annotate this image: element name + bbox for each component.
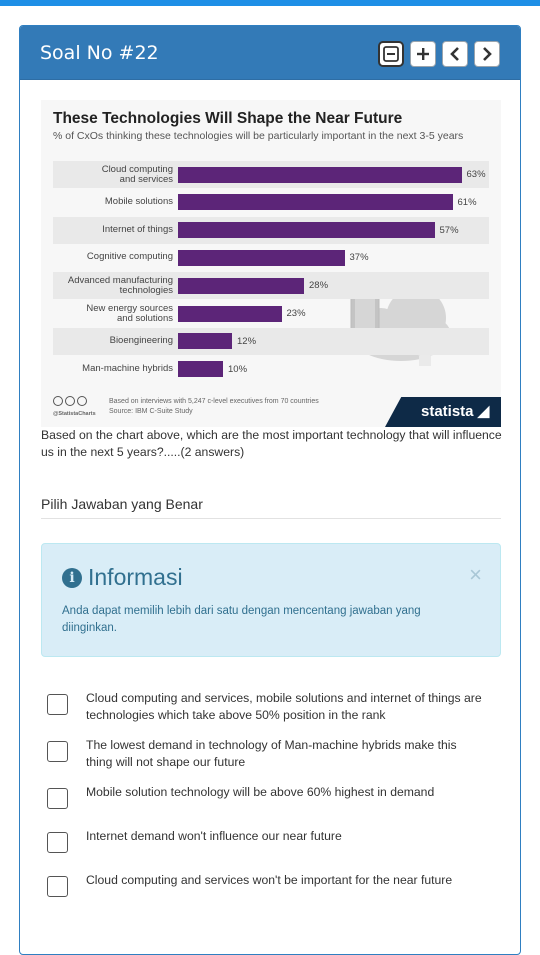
option-checkbox[interactable] <box>47 876 68 897</box>
chart-bar <box>178 249 345 266</box>
chart-subtitle: % of CxOs thinking these technologies wi… <box>53 130 464 142</box>
chart-value-label: 28% <box>309 280 329 292</box>
chart-footnote: Based on interviews with 5,247 c-level e… <box>109 397 319 417</box>
chart-category-label: Internet of things <box>102 223 173 235</box>
plus-icon <box>417 48 429 60</box>
alert-message: Anda dapat memilih lebih dari satu denga… <box>62 605 421 634</box>
chart-category-label: Man-machine hybrids <box>82 362 173 374</box>
top-accent-bar <box>0 0 540 6</box>
chart-bar <box>178 277 304 294</box>
question-panel: Soal No #22 These Technologies Will Shap… <box>19 25 521 955</box>
chart-bar <box>178 194 453 211</box>
statista-mark-icon: ◢ <box>477 403 490 420</box>
chart-title: These Technologies Will Shape the Near F… <box>53 110 403 127</box>
chart-value-label: 23% <box>286 308 306 319</box>
chart-bar <box>178 222 435 239</box>
chevron-left-icon <box>450 47 459 61</box>
answer-prompt: Pilih Jawaban yang Benar <box>41 496 501 519</box>
statista-chart-image: These Technologies Will Shape the Near F… <box>41 100 501 427</box>
option-label[interactable]: The lowest demand in technology of Man-m… <box>86 738 457 769</box>
chart-category-label: Bioengineering <box>109 334 173 346</box>
statista-logo-text: statista <box>421 403 474 420</box>
chart-value-label: 63% <box>466 169 486 180</box>
option-checkbox[interactable] <box>47 741 68 762</box>
chart-value-label: 57% <box>439 224 459 236</box>
chart-credit: @StatistaCharts <box>53 411 96 417</box>
chart-value-label: 10% <box>228 363 248 375</box>
chart-row-background <box>53 327 489 355</box>
no-derivatives-icon <box>77 396 87 406</box>
next-question-button[interactable] <box>474 41 500 67</box>
chart-bar <box>178 166 462 183</box>
creative-commons-icons <box>53 396 87 406</box>
cc-icon <box>53 396 63 406</box>
close-icon[interactable]: × <box>469 562 482 587</box>
chart-category-label: Mobile solutions <box>104 195 173 207</box>
chart-category-label: Advanced manufacturing technologies <box>67 275 173 297</box>
chart-value-label: 37% <box>349 252 369 264</box>
attribution-icon <box>65 396 75 406</box>
option-label[interactable]: Mobile solution technology will be above… <box>86 785 435 799</box>
question-number-title: Soal No #22 <box>40 42 159 64</box>
collapse-button[interactable] <box>378 41 404 67</box>
option-label[interactable]: Internet demand won't influence our near… <box>86 829 342 843</box>
chart-category-label: Cloud computing and services <box>101 164 173 185</box>
option-checkbox[interactable] <box>47 788 68 809</box>
chart-bar <box>178 333 232 350</box>
previous-question-button[interactable] <box>442 41 468 67</box>
chart-category-label: Cognitive computing <box>86 251 173 263</box>
chart-bar <box>178 361 223 378</box>
chevron-right-icon <box>483 47 492 61</box>
minus-icon <box>383 46 399 62</box>
option-checkbox[interactable] <box>47 694 68 715</box>
question-text: Based on the chart above, which are the … <box>41 428 502 459</box>
info-icon: i <box>62 567 82 588</box>
option-checkbox[interactable] <box>47 832 68 853</box>
option-label[interactable]: Cloud computing and services, mobile sol… <box>86 691 482 722</box>
info-alert: i Informasi × Anda dapat memilih lebih d… <box>41 543 501 657</box>
chart-value-label: 12% <box>237 335 257 347</box>
panel-header: Soal No #22 <box>20 26 520 80</box>
alert-title-text: Informasi <box>88 564 183 590</box>
statista-logo: statista ◢ <box>385 397 501 427</box>
chart-bar <box>178 305 282 322</box>
alert-title: i Informasi <box>62 564 183 591</box>
chart-value-label: 61% <box>457 196 477 208</box>
option-label[interactable]: Cloud computing and services won't be im… <box>86 873 453 887</box>
expand-button[interactable] <box>410 41 436 67</box>
chart-footnote-text: Based on interviews with 5,247 c-level e… <box>109 398 319 405</box>
chart-category-label: New energy sources and solutions <box>86 303 173 324</box>
chart-source: Source: IBM C-Suite Study <box>109 408 193 415</box>
